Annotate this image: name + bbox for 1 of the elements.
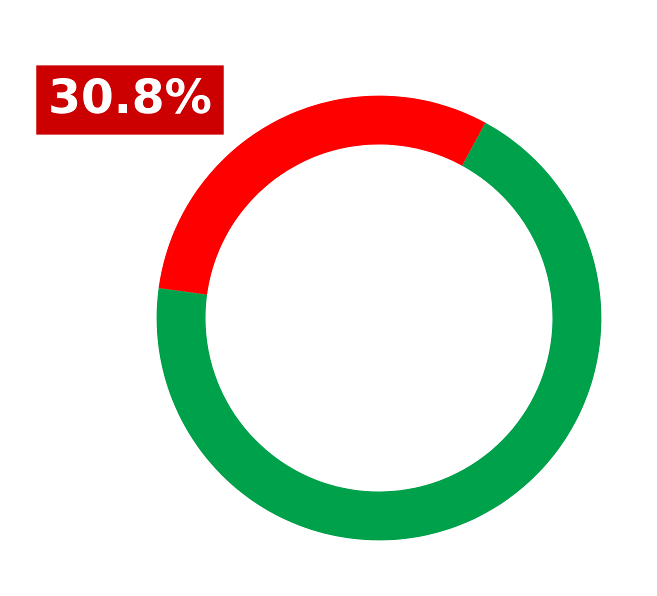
- data-label: 30.8%: [51, 78, 210, 114]
